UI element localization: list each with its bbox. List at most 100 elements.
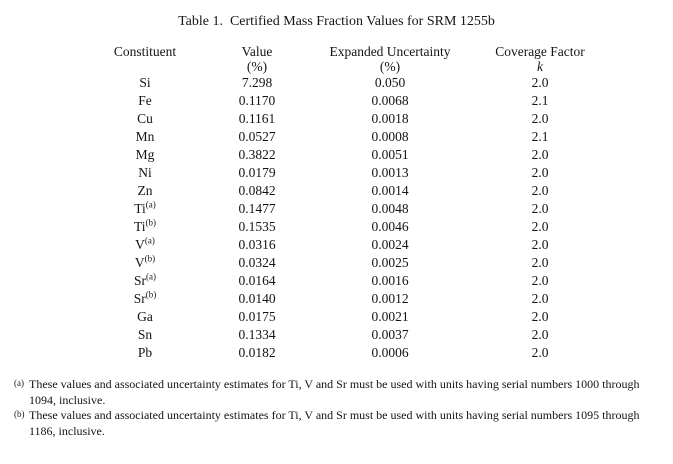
table-row: Ni 0.0179 0.0013 2.0 bbox=[95, 164, 619, 182]
coverage-factor-cell: 2.0 bbox=[531, 165, 549, 180]
value-cell: 0.0175 bbox=[238, 309, 276, 324]
coverage-factor-cell: 2.0 bbox=[531, 273, 549, 288]
constituent-symbol: Ga bbox=[137, 309, 153, 324]
uncertainty-cell: 0.0021 bbox=[371, 309, 409, 324]
value-cell: 0.0140 bbox=[238, 291, 276, 306]
coverage-factor-cell: 2.0 bbox=[531, 111, 549, 126]
coverage-factor-cell: 2.0 bbox=[531, 309, 549, 324]
header-row: Constituent Value (%) Expanded Uncertain… bbox=[95, 44, 619, 74]
constituent-footnote-marker: (b) bbox=[144, 253, 156, 264]
coverage-factor-cell: 2.0 bbox=[531, 201, 549, 216]
constituent-symbol: Cu bbox=[137, 111, 153, 126]
column-label: Coverage Factor bbox=[495, 44, 585, 59]
constituent-symbol: Ti bbox=[134, 201, 146, 216]
constituent-symbol: Sn bbox=[137, 327, 153, 342]
constituent-footnote-marker: (a) bbox=[146, 271, 156, 282]
table-row: Pb 0.0182 0.0006 2.0 bbox=[95, 344, 619, 362]
constituent-cell: Zn bbox=[95, 182, 195, 200]
value-cell: 0.0842 bbox=[238, 183, 276, 198]
uncertainty-cell: 0.0048 bbox=[371, 201, 409, 216]
table-row: Cu 0.1161 0.0018 2.0 bbox=[95, 110, 619, 128]
value-cell: 0.3822 bbox=[238, 147, 276, 162]
constituent-symbol: Ni bbox=[138, 165, 152, 180]
constituent-cell: Cu bbox=[95, 110, 195, 128]
table-row: Zn 0.0842 0.0014 2.0 bbox=[95, 182, 619, 200]
constituent-cell: Si bbox=[95, 74, 195, 92]
uncertainty-cell: 0.0006 bbox=[371, 345, 409, 360]
table-row: Ti(b) 0.1535 0.0046 2.0 bbox=[95, 218, 619, 236]
coverage-factor-cell: 2.0 bbox=[531, 291, 549, 306]
constituent-cell: Sr(a) bbox=[95, 272, 195, 290]
uncertainty-cell: 0.0016 bbox=[371, 273, 409, 288]
table-body: Si 7.298 0.050 2.0 Fe 0.1170 0.0068 2.1 Cu 0.1161… bbox=[95, 74, 619, 362]
uncertainty-cell: 0.0046 bbox=[371, 219, 409, 234]
constituent-symbol: V bbox=[134, 255, 145, 270]
constituent-symbol: V bbox=[135, 237, 145, 252]
value-cell: 7.298 bbox=[241, 75, 273, 90]
table-row: V(a) 0.0316 0.0024 2.0 bbox=[95, 236, 619, 254]
footnote-b: (b) These values and associated uncertai… bbox=[14, 408, 661, 439]
value-cell: 0.0316 bbox=[238, 237, 276, 252]
footnote-a: (a) These values and associated uncertai… bbox=[14, 377, 661, 408]
constituent-symbol: Zn bbox=[137, 183, 153, 198]
column-unit: (%) bbox=[246, 59, 268, 74]
constituent-cell: Ni bbox=[95, 164, 195, 182]
coverage-factor-cell: 2.0 bbox=[531, 255, 549, 270]
constituent-footnote-marker: (a) bbox=[144, 235, 155, 246]
coverage-factor-cell: 2.0 bbox=[531, 237, 549, 252]
constituent-cell: Ga bbox=[95, 308, 195, 326]
column-header-coverage-factor: Coverage Factor k bbox=[461, 44, 619, 74]
constituent-symbol: Sr bbox=[133, 273, 146, 288]
value-cell: 0.0182 bbox=[238, 345, 276, 360]
footnotes: (a) These values and associated uncertai… bbox=[14, 377, 661, 439]
uncertainty-cell: 0.0037 bbox=[371, 327, 409, 342]
value-cell: 0.0527 bbox=[238, 129, 276, 144]
table-row: Sn 0.1334 0.0037 2.0 bbox=[95, 326, 619, 344]
value-cell: 0.1161 bbox=[238, 111, 276, 126]
footnote-a-text: These values and associated uncertainty … bbox=[29, 377, 640, 407]
constituent-cell: Mn bbox=[95, 128, 195, 146]
coverage-factor-cell: 2.0 bbox=[531, 183, 549, 198]
coverage-factor-cell: 2.0 bbox=[531, 345, 549, 360]
uncertainty-cell: 0.0014 bbox=[371, 183, 409, 198]
footnote-a-marker: (a) bbox=[14, 378, 24, 388]
table-row: Sr(a) 0.0164 0.0016 2.0 bbox=[95, 272, 619, 290]
certified-mass-fraction-table: Constituent Value (%) Expanded Uncertain… bbox=[95, 44, 619, 362]
uncertainty-cell: 0.0051 bbox=[371, 147, 409, 162]
table-row: Fe 0.1170 0.0068 2.1 bbox=[95, 92, 619, 110]
coverage-factor-cell: 2.1 bbox=[531, 93, 549, 108]
value-cell: 0.0164 bbox=[238, 273, 276, 288]
coverage-factor-cell: 2.0 bbox=[531, 219, 549, 234]
table-row: Ga 0.0175 0.0021 2.0 bbox=[95, 308, 619, 326]
constituent-footnote-marker: (b) bbox=[145, 217, 157, 228]
value-cell: 0.1535 bbox=[238, 219, 276, 234]
table-header: Constituent Value (%) Expanded Uncertain… bbox=[95, 44, 619, 74]
column-header-value: Value (%) bbox=[195, 44, 319, 74]
table-row: V(b) 0.0324 0.0025 2.0 bbox=[95, 254, 619, 272]
constituent-cell: V(b) bbox=[95, 254, 195, 272]
footnote-b-text: These values and associated uncertainty … bbox=[29, 408, 640, 438]
table-row: Ti(a) 0.1477 0.0048 2.0 bbox=[95, 200, 619, 218]
constituent-symbol: Ti bbox=[133, 219, 146, 234]
constituent-cell: Sr(b) bbox=[95, 290, 195, 308]
value-cell: 0.0179 bbox=[238, 165, 276, 180]
constituent-symbol: Sr bbox=[133, 291, 146, 306]
coverage-factor-cell: 2.0 bbox=[531, 75, 549, 90]
constituent-footnote-marker: (a) bbox=[145, 199, 156, 210]
column-label: Constituent bbox=[113, 44, 177, 59]
table-row: Mg 0.3822 0.0051 2.0 bbox=[95, 146, 619, 164]
table-title: Table 1. Certified Mass Fraction Values … bbox=[178, 14, 495, 29]
table-row: Mn 0.0527 0.0008 2.1 bbox=[95, 128, 619, 146]
column-header-constituent: Constituent bbox=[95, 44, 195, 74]
constituent-symbol: Fe bbox=[138, 93, 152, 108]
coverage-factor-cell: 2.1 bbox=[531, 129, 549, 144]
uncertainty-cell: 0.0025 bbox=[371, 255, 409, 270]
constituent-footnote-marker: (b) bbox=[145, 289, 157, 300]
constituent-symbol: Mn bbox=[135, 129, 155, 144]
value-cell: 0.1477 bbox=[238, 201, 276, 216]
document-page: Table 1. Certified Mass Fraction Values … bbox=[0, 13, 673, 464]
coverage-factor-cell: 2.0 bbox=[531, 327, 549, 342]
uncertainty-cell: 0.0024 bbox=[371, 237, 409, 252]
constituent-cell: V(a) bbox=[95, 236, 195, 254]
coverage-factor-cell: 2.0 bbox=[531, 147, 549, 162]
